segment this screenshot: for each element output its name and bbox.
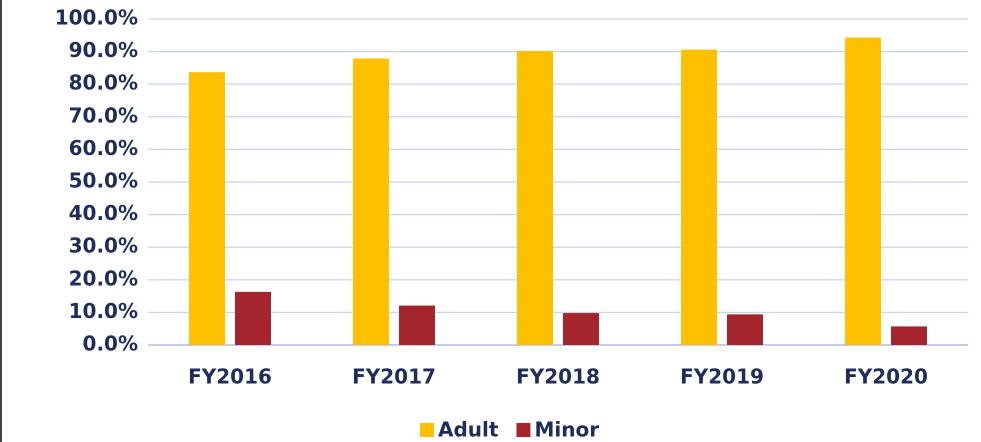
x-tick-label: FY2017	[352, 365, 436, 389]
legend-swatch	[516, 423, 531, 437]
bar	[727, 314, 763, 345]
bar	[399, 305, 435, 345]
x-tick-label: FY2016	[188, 365, 272, 389]
bar	[235, 291, 271, 345]
bar	[517, 50, 553, 345]
y-tick-label: 40.0%	[69, 201, 138, 225]
y-tick-label: 60.0%	[69, 136, 138, 160]
bar	[353, 58, 389, 346]
y-tick-label: 80.0%	[69, 71, 138, 95]
legend-swatch	[420, 423, 434, 437]
y-tick-label: 90.0%	[69, 38, 138, 62]
legend-label: Adult	[438, 418, 499, 442]
x-tick-label: FY2019	[680, 365, 764, 389]
legend-label: Minor	[534, 418, 599, 442]
y-tick-label: 0.0%	[83, 332, 138, 356]
y-tick-label: 30.0%	[69, 234, 138, 258]
bar	[845, 37, 881, 345]
bar	[681, 49, 717, 345]
y-tick-label: 70.0%	[69, 103, 138, 127]
y-tick-label: 20.0%	[69, 266, 138, 290]
bar	[563, 313, 599, 345]
x-tick-label: FY2018	[516, 365, 600, 389]
y-tick-label: 10.0%	[69, 299, 138, 323]
y-tick-label: 100.0%	[55, 6, 138, 30]
x-tick-label: FY2020	[844, 365, 928, 389]
bar	[891, 326, 927, 345]
y-tick-label: 50.0%	[69, 169, 138, 193]
bar	[189, 72, 225, 345]
